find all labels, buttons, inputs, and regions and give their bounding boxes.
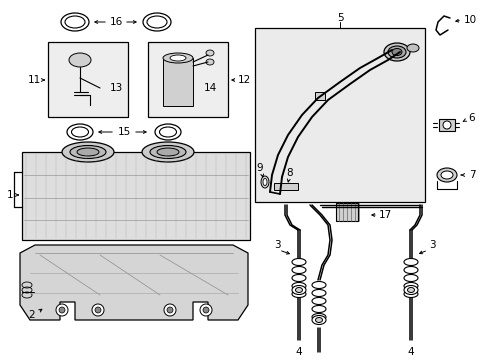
Text: 17: 17 — [378, 210, 391, 220]
Text: 1: 1 — [7, 190, 13, 200]
Ellipse shape — [440, 171, 452, 179]
Text: 5: 5 — [336, 13, 343, 23]
Ellipse shape — [383, 43, 409, 61]
Ellipse shape — [407, 288, 414, 292]
Bar — [273, 183, 297, 190]
Ellipse shape — [261, 176, 268, 188]
Text: 4: 4 — [295, 347, 302, 357]
Circle shape — [442, 121, 450, 129]
Ellipse shape — [263, 179, 266, 185]
Text: 8: 8 — [286, 168, 293, 178]
Polygon shape — [20, 245, 247, 320]
Text: 3: 3 — [273, 240, 280, 250]
Ellipse shape — [436, 168, 456, 182]
Bar — [314, 92, 325, 100]
Circle shape — [200, 304, 212, 316]
Ellipse shape — [311, 315, 325, 324]
Bar — [148, 42, 227, 117]
Text: 14: 14 — [203, 83, 216, 93]
Ellipse shape — [157, 148, 179, 156]
Bar — [22, 152, 249, 240]
Ellipse shape — [205, 50, 214, 56]
Circle shape — [59, 307, 65, 313]
Ellipse shape — [406, 44, 418, 52]
Text: 16: 16 — [109, 17, 122, 27]
Circle shape — [163, 304, 176, 316]
Text: 7: 7 — [468, 170, 474, 180]
Circle shape — [92, 304, 104, 316]
Ellipse shape — [62, 142, 114, 162]
Ellipse shape — [295, 288, 302, 292]
Bar — [163, 58, 193, 106]
Ellipse shape — [315, 318, 322, 323]
Text: 4: 4 — [407, 347, 413, 357]
Circle shape — [203, 307, 208, 313]
Text: 10: 10 — [463, 15, 476, 25]
Ellipse shape — [142, 142, 194, 162]
Text: 15: 15 — [117, 127, 130, 137]
Bar — [48, 42, 128, 117]
Ellipse shape — [77, 148, 99, 156]
Ellipse shape — [163, 53, 193, 63]
Circle shape — [95, 307, 101, 313]
Ellipse shape — [150, 145, 185, 158]
Text: 9: 9 — [256, 163, 263, 173]
Ellipse shape — [291, 285, 305, 294]
Text: 2: 2 — [29, 310, 35, 320]
Bar — [254, 28, 424, 202]
Circle shape — [167, 307, 173, 313]
Text: 11: 11 — [27, 75, 41, 85]
Text: 13: 13 — [109, 83, 122, 93]
Bar — [335, 203, 357, 221]
Ellipse shape — [70, 145, 106, 158]
Text: 3: 3 — [428, 240, 434, 250]
Ellipse shape — [387, 46, 405, 58]
Ellipse shape — [205, 59, 214, 65]
Text: 6: 6 — [468, 113, 474, 123]
Ellipse shape — [69, 53, 91, 67]
Ellipse shape — [170, 55, 185, 61]
Ellipse shape — [391, 49, 401, 55]
Circle shape — [56, 304, 68, 316]
Text: 12: 12 — [237, 75, 250, 85]
Bar — [438, 119, 454, 131]
Ellipse shape — [403, 285, 417, 294]
